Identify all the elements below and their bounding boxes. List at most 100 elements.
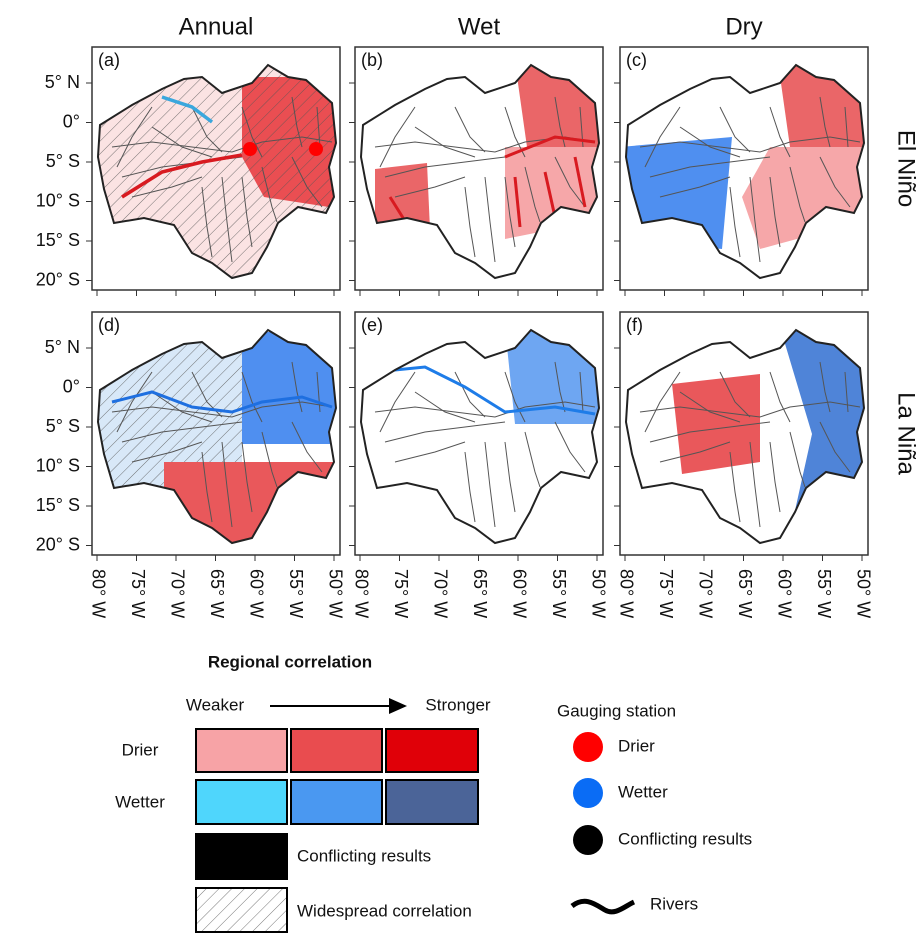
river [414,391,476,423]
region [242,332,336,444]
region [515,65,599,147]
lat-label: 5° N [45,337,80,357]
legend-widespread: Widespread correlation [297,901,472,920]
station-wetter-dot [573,778,603,808]
legend-weaker: Weaker [186,695,245,714]
river [379,106,416,168]
river [819,361,831,413]
region [375,163,431,252]
river [819,421,851,473]
region [672,374,760,474]
river [379,371,416,433]
river [644,106,681,168]
lon-label: 65° W [207,569,227,618]
lon-label: 70° W [167,569,187,618]
panel-label: (f) [626,315,643,335]
river [819,156,851,208]
legend-conflicting: Conflicting results [297,846,431,865]
lon-label: 65° W [735,569,755,618]
map-panel: (f) 80° W 75° W 70° W 65° W 60° W 55° W 50° W [614,311,873,618]
rivers-swatch [570,898,636,915]
lon-label: 55° W [549,569,569,618]
map-panel: (b) [349,46,604,296]
station-drier: Drier [618,736,655,755]
river [484,176,496,263]
river [241,371,263,423]
river [374,401,596,418]
lat-label: 5° N [45,72,80,92]
river [221,176,233,263]
lon-label: 75° W [656,569,676,618]
river [579,371,584,413]
river [151,126,213,158]
river [131,441,203,463]
regions [639,330,864,528]
panel-label: (a) [98,50,120,70]
station-wetter: Wetter [618,782,668,801]
lat-label: 5° S [46,151,80,171]
station-conflicting-dot [573,825,603,855]
river [454,106,486,153]
river-main [543,171,557,218]
river [769,176,781,248]
lat-label: 5° S [46,416,80,436]
river [659,441,731,463]
river-main [161,95,214,124]
river [241,106,263,158]
river [464,451,476,523]
river [384,421,506,443]
legend-stronger: Stronger [425,695,491,714]
panel-label: (e) [361,315,383,335]
region [164,462,336,543]
river [769,441,781,513]
river-main [374,365,596,416]
river [291,421,323,473]
river-main [121,153,243,199]
map-panel: (e) 80° W 75° W 70° W 65° W 60° W 55° W 50° W [349,311,608,618]
column-header: Annual [179,13,254,40]
river [679,126,741,158]
river [454,371,486,418]
station-title: Gauging station [557,701,676,720]
legend-drier: Drier [122,740,159,759]
river [719,106,751,153]
row-label: El Niño [893,130,920,207]
river [659,176,731,198]
lon-label: 80° W [616,569,636,618]
row-label: La Niña [893,392,920,475]
river [649,421,771,443]
river [201,451,213,523]
column-header: Dry [725,13,762,40]
river [554,361,566,413]
river [261,431,278,488]
river [789,166,806,223]
river [221,441,233,528]
lat-label: 0° [63,111,80,131]
lon-label: 60° W [509,569,529,618]
river [769,371,791,423]
station-conflicting: Conflicting results [618,829,752,848]
river [316,371,321,413]
river [504,176,516,248]
river [524,431,541,488]
column-header: Wet [458,13,501,40]
lon-label: 55° W [814,569,834,618]
lat-label: 20° S [36,269,80,289]
lon-label: 60° W [774,569,794,618]
river [291,156,323,208]
river [464,186,476,258]
station [243,142,257,156]
river [394,176,466,198]
lat-label: 10° S [36,190,80,210]
river-main [573,156,587,208]
river [524,166,541,223]
lon-label: 70° W [695,569,715,618]
panel-label: (d) [98,315,120,335]
river [819,96,831,148]
river [121,421,243,443]
lat-label: 0° [63,376,80,396]
map-panel: (c) [614,46,869,296]
river [191,371,223,418]
river [554,421,586,473]
basin-outline [624,63,866,280]
